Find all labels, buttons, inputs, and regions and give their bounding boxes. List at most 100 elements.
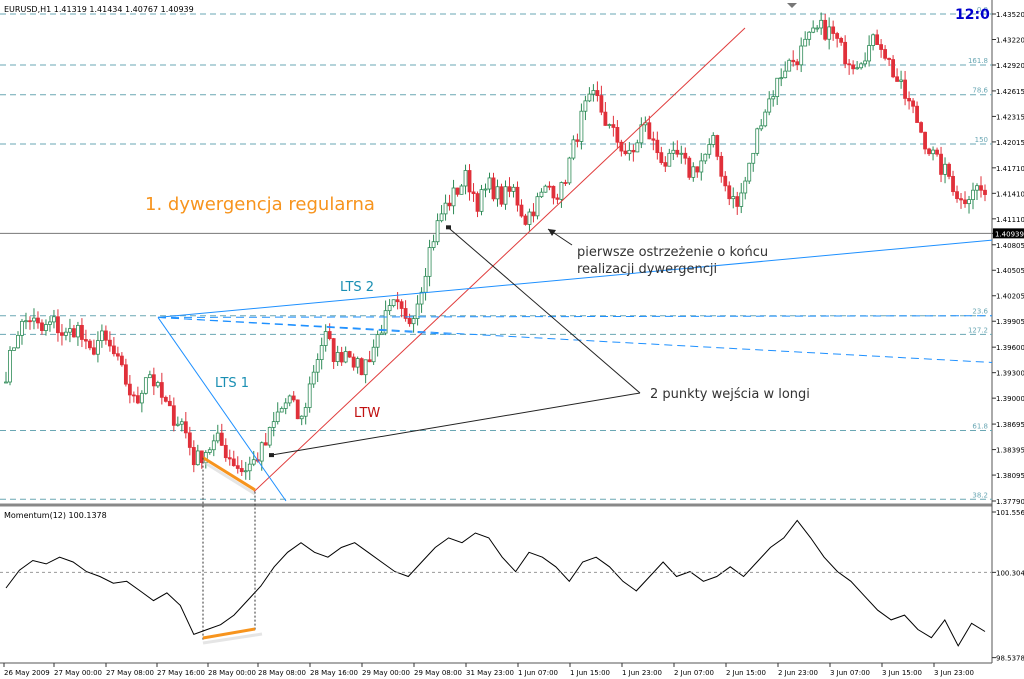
time-tick-label: 2 Jun 23:00 <box>778 669 818 677</box>
candle-body <box>471 191 476 195</box>
candle-body <box>775 77 780 98</box>
candle-body <box>28 320 32 323</box>
price-divergence-line <box>202 456 256 492</box>
fib-level-label: 150 <box>975 136 988 144</box>
candle-body <box>347 351 352 358</box>
candle-body <box>883 49 888 59</box>
candle-body <box>243 470 248 473</box>
candle-body <box>171 405 176 426</box>
candle-body <box>951 175 955 193</box>
candle-body <box>311 371 316 385</box>
candle-body <box>115 353 120 357</box>
candle-body <box>207 449 212 453</box>
candle-body <box>511 186 516 192</box>
candle-body <box>959 198 963 201</box>
candle-body <box>363 359 368 376</box>
candle-body <box>103 330 108 341</box>
candle-body <box>40 322 44 331</box>
candle-body <box>507 186 512 192</box>
candle-body <box>787 59 792 72</box>
candle-body <box>927 148 931 155</box>
candle-body <box>327 331 332 339</box>
fibonacci-levels: 0.0 161.8 78.6 150 23.6 127.2 61.8 38.2 <box>0 6 992 500</box>
trend-lines <box>157 27 993 640</box>
candle-body <box>707 144 712 155</box>
momentum-tick-label: 100.3048 <box>996 569 1024 577</box>
candle-body <box>467 170 472 193</box>
price-tick-label: 1.42015 <box>996 139 1024 147</box>
candle-body <box>371 346 376 363</box>
price-axis: 1.43520 1.43220 1.42920 1.42615 1.42315 1.420… <box>992 11 1024 663</box>
time-tick-label: 28 May 16:00 <box>310 669 358 677</box>
candle-body <box>659 152 664 163</box>
candle-body <box>64 331 68 336</box>
candle-body <box>231 458 236 467</box>
candle-body <box>251 459 256 465</box>
candle-body <box>16 334 20 349</box>
candle-body <box>555 197 560 200</box>
candle-body <box>307 383 312 408</box>
candle-body <box>447 202 452 207</box>
candle-body <box>763 111 768 127</box>
time-axis: 26 May 2009 27 May 00:00 27 May 08:00 27 Ma… <box>3 663 974 677</box>
time-tick-label: 26 May 2009 <box>4 669 50 677</box>
candle-body <box>631 149 636 153</box>
candle-body <box>715 135 720 157</box>
candle-body <box>523 215 528 225</box>
annotation-title: 1. dywergencja regularna <box>145 194 375 215</box>
time-tick-label: 1 Jun 15:00 <box>570 669 610 677</box>
candle-body <box>887 57 891 60</box>
candle-body <box>179 421 184 425</box>
candle-body <box>463 170 468 187</box>
candle-body <box>843 41 848 65</box>
candle-body <box>695 166 700 173</box>
candle-body <box>48 321 52 325</box>
candle-body <box>111 345 116 355</box>
candle-body <box>235 465 240 469</box>
candle-body <box>8 349 12 383</box>
candle-body <box>415 303 420 319</box>
candle-body <box>911 100 915 107</box>
candle-body <box>439 213 444 222</box>
candle-body <box>587 93 592 102</box>
candle-body <box>92 347 96 355</box>
candle-body <box>699 160 704 173</box>
candle-body <box>199 450 204 463</box>
candle-body <box>295 399 300 420</box>
candle-body <box>547 185 552 188</box>
candle-body <box>663 162 668 167</box>
candle-body <box>655 139 660 154</box>
candle-body <box>779 77 784 80</box>
time-tick-label: 2 Jun 07:00 <box>674 669 714 677</box>
candle-body <box>891 59 895 78</box>
time-tick-label: 1 Jun 07:00 <box>518 669 558 677</box>
candle-body <box>375 334 380 348</box>
candle-body <box>947 163 951 177</box>
candle-body <box>607 124 612 126</box>
candle-body <box>711 135 716 145</box>
candle-body <box>979 185 983 191</box>
annotation-ltw: LTW <box>354 406 380 421</box>
candle-body <box>915 105 919 123</box>
candle-body <box>459 185 464 195</box>
time-tick-label: 2 Jun 15:00 <box>726 669 766 677</box>
candle-body <box>823 19 828 40</box>
candle-body <box>487 177 492 190</box>
annotation-warning-line2: realizacji dywergencji <box>577 262 717 277</box>
candle-body <box>719 155 724 177</box>
candle-body <box>223 444 228 459</box>
candle-body <box>391 299 396 306</box>
annotation-warning-line1: pierwsze ostrzeżenie o końcu <box>577 245 768 260</box>
candle-body <box>52 316 56 323</box>
candle-body <box>975 185 979 191</box>
candle-body <box>72 328 76 338</box>
candle-body <box>515 186 520 206</box>
candle-body <box>271 421 276 428</box>
candle-body <box>923 131 927 150</box>
candle-body <box>807 31 812 40</box>
candle-body <box>76 324 80 338</box>
candle-body <box>839 37 844 43</box>
candle-body <box>639 124 644 144</box>
entry-arrow-line <box>447 226 641 394</box>
lts2-trendline <box>157 239 993 318</box>
